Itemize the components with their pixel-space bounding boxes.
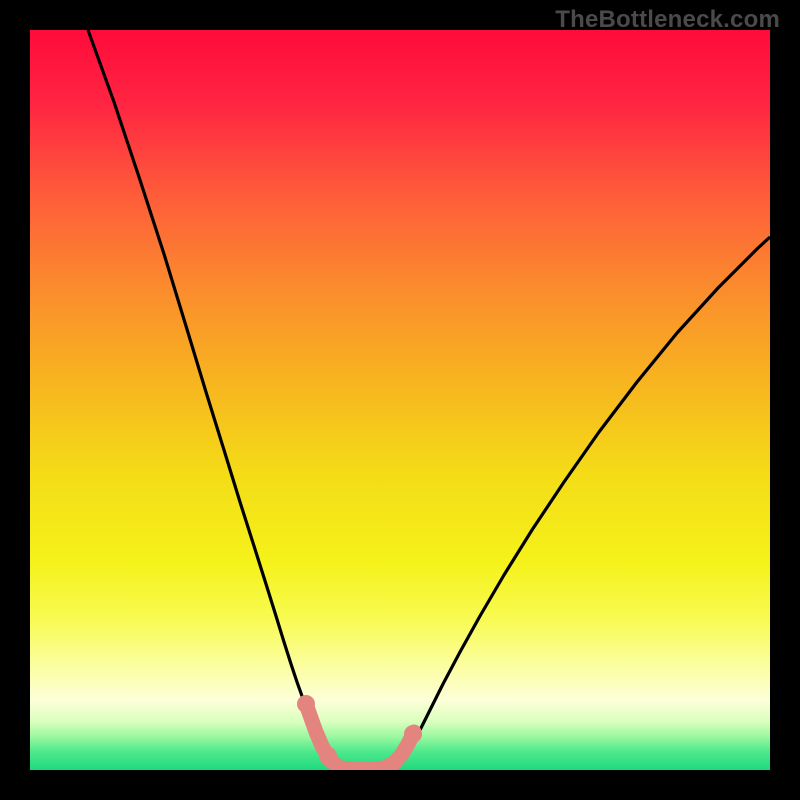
highlight-marker [319,747,337,765]
plot-background [30,30,770,770]
watermark-text: TheBottleneck.com [555,6,780,34]
highlight-marker [297,695,315,713]
chart-svg [0,0,800,800]
canvas: TheBottleneck.com [0,0,800,800]
highlight-marker [404,725,422,743]
